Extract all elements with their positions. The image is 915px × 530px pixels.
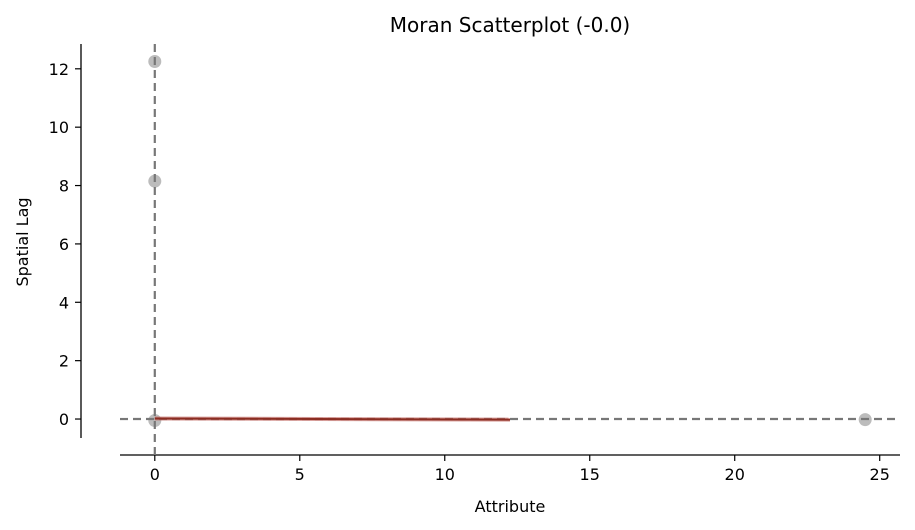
- x-tick-label: 20: [725, 465, 745, 484]
- x-tick-label: 0: [150, 465, 160, 484]
- y-tick-label: 10: [49, 118, 69, 137]
- y-tick-label: 0: [59, 410, 69, 429]
- plot-area: [120, 44, 900, 458]
- y-tick-label: 12: [49, 60, 69, 79]
- y-tick-label: 2: [59, 352, 69, 371]
- y-tick-label: 8: [59, 177, 69, 196]
- chart-title: Moran Scatterplot (-0.0): [390, 13, 630, 37]
- y-tick-label: 6: [59, 235, 69, 254]
- x-tick-label: 10: [435, 465, 455, 484]
- x-tick-label: 25: [870, 465, 890, 484]
- fit-line: [154, 417, 511, 421]
- y-tick-label: 4: [59, 293, 69, 312]
- axes: 0 5 10 15 20 25 0 2 4 6 8 10 12: [49, 44, 900, 484]
- y-axis-label: Spatial Lag: [13, 197, 32, 286]
- x-axis-label: Attribute: [475, 497, 546, 516]
- x-tick-label: 15: [580, 465, 600, 484]
- x-tick-label: 5: [295, 465, 305, 484]
